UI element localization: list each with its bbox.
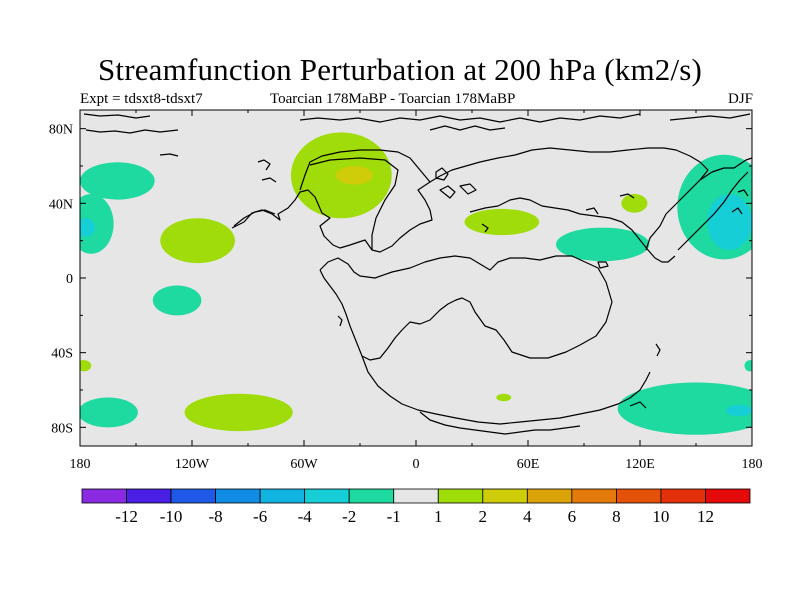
colorbar-label: 2 [479,507,488,526]
colorbar-label: -1 [387,507,401,526]
colorbar-label: 4 [523,507,532,526]
colorbar-swatch [304,488,350,504]
east-asia-coast [699,157,753,181]
colorbar-swatch [705,488,751,504]
colorbar-label: -4 [298,507,313,526]
experiment-label: Expt = tdsxt8-tdsxt7 [80,91,203,107]
island-8 [481,223,489,233]
x-tick-label: 120W [175,457,210,472]
coastlines [83,113,753,435]
season-label: DJF [727,91,753,107]
x-tick-label: 60W [290,457,318,472]
anomaly-region [152,285,202,316]
anomaly-region [744,360,752,372]
x-tick-label: 180 [70,457,91,472]
island-2 [159,153,179,157]
anomaly-region [556,227,650,262]
colorbar-swatch [616,488,662,504]
gondwana-coastline [319,255,613,361]
colorbar-label: 12 [697,507,714,526]
colorbar-swatch [215,488,261,504]
eurasia-coastline [429,147,709,251]
colorbar-label: 8 [612,507,621,526]
anomaly-region [80,218,95,237]
anomaly-region [496,393,512,402]
colorbar-label: 1 [434,507,443,526]
colorbar-swatch [660,488,706,504]
island-16 [731,207,743,215]
y-tick-label: 40N [49,197,73,212]
colorbar-swatch [437,488,484,504]
y-tick-label: 0 [66,272,73,287]
x-tick-label: 60E [517,457,540,472]
island-3 [261,177,277,183]
island-7 [459,183,477,195]
x-tick-label: 120E [625,457,655,472]
colorbar-swatch [126,488,172,504]
colorbar-label: -10 [160,507,183,526]
island-11 [597,261,609,269]
anomaly-region [725,404,752,417]
island-1 [233,209,276,227]
arctic-coast-3 [299,113,641,123]
arctic-coast-1 [83,113,151,119]
x-tick-label: 180 [742,457,763,472]
chart-title: Streamfunction Perturbation at 200 hPa (… [97,52,703,87]
y-tick-label: 80N [49,123,73,138]
anomaly-region [335,166,374,185]
colorbar-swatch [348,488,395,504]
island-6 [439,185,456,199]
colorbar-label: -8 [209,507,223,526]
tethys-coast [469,197,676,263]
island-10 [619,193,635,199]
colorbar-swatch [259,488,306,504]
colorbar-swatch [170,488,216,504]
east-asia-coast-lower [677,171,749,251]
anomaly-region [184,393,293,432]
arctic-coast-4 [429,125,506,131]
island-14 [337,315,343,327]
x-tick-label: 0 [413,457,420,472]
colorbar: -12 -10 -8 -6 -4 -2 -1 1 2 4 6 8 10 12 [81,488,751,526]
colorbar-label: -6 [253,507,267,526]
colorbar-label: -12 [115,507,138,526]
island-13 [629,401,647,409]
island-9 [585,207,599,215]
anomaly-layer [80,132,752,435]
anomaly-region [80,162,155,200]
y-tick-label: 40S [51,347,73,362]
colorbar-swatch [526,488,573,504]
island-12 [655,343,661,357]
island-5 [435,167,449,181]
colorbar-label: 6 [568,507,577,526]
colorbar-swatch [393,488,439,504]
colorbar-swatch [482,488,528,504]
anomaly-region [160,218,235,264]
period-label: Toarcian 178MaBP - Toarcian 178MaBP [270,91,516,107]
anomaly-region [464,208,540,236]
anomaly-region [707,194,752,250]
anomaly-region [80,360,92,372]
antarctica-coastline [361,355,651,425]
island-15 [737,189,749,197]
axis-ticks [79,110,753,446]
anomaly-region [80,397,138,428]
anomaly-region [80,194,114,254]
arctic-coast-5 [669,113,751,121]
antarctica-south-coast [419,411,581,435]
colorbar-swatch [81,488,127,504]
arctic-coast-2 [85,129,179,134]
axis-tick-labels: 180 120W 60W 0 60E 120E 180 80N 40N 0 40S 80S [49,123,763,472]
colorbar-label: -2 [342,507,356,526]
interior-seaway [309,157,399,250]
anomaly-region [621,194,648,213]
y-tick-label: 80S [51,421,73,436]
island-4 [257,159,271,171]
anomaly-region [617,382,752,435]
colorbar-swatch [571,488,617,504]
colorbar-label: 10 [652,507,669,526]
